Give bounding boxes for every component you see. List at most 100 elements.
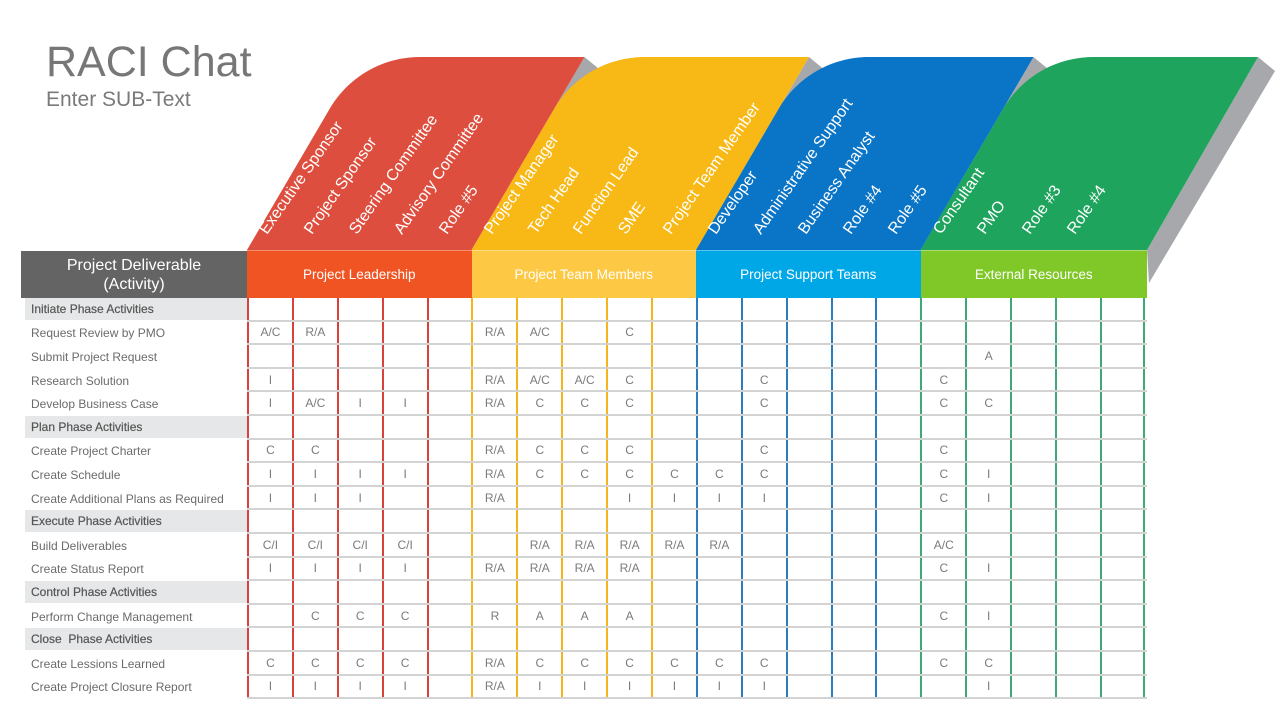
- raci-cell: A: [561, 604, 606, 627]
- raci-cell: [785, 557, 831, 580]
- role-header-label: Role #3: [1019, 182, 1066, 238]
- raci-cell: [426, 321, 472, 344]
- raci-cell: [471, 415, 516, 438]
- raci-cell: [830, 651, 876, 674]
- raci-cell: I: [291, 486, 337, 509]
- raci-cell: [920, 415, 965, 438]
- phase-row: [247, 510, 1147, 534]
- raci-cell: [785, 463, 831, 485]
- raci-cell: [1010, 486, 1055, 509]
- raci-cell: I: [247, 486, 292, 509]
- raci-cell: R/A: [695, 533, 741, 556]
- raci-cell: C: [740, 651, 786, 674]
- role-header-shapes: [247, 57, 1275, 283]
- raci-cell: [381, 345, 427, 367]
- phase-row-label: Control Phase Activities: [25, 581, 247, 605]
- raci-cell: C: [561, 392, 606, 414]
- team-header-shape: [471, 57, 809, 250]
- raci-cell: [1010, 675, 1055, 698]
- raci-cell: [965, 368, 1010, 391]
- raci-cell: [291, 581, 337, 603]
- raci-cell: [336, 298, 382, 320]
- raci-cell: [875, 392, 920, 414]
- raci-cell: C/I: [381, 533, 427, 556]
- raci-cell: [920, 298, 965, 320]
- raci-cell: I: [247, 392, 292, 414]
- raci-cell: [1055, 439, 1100, 462]
- raci-cell: [920, 628, 965, 650]
- raci-cell: [606, 628, 651, 650]
- table-row: C/I C/I C/I C/I R/A R/A R/A R/A R/A A/C: [247, 533, 1147, 558]
- raci-cell: [426, 628, 472, 650]
- raci-cell: [247, 415, 292, 438]
- raci-cell: [516, 581, 561, 603]
- raci-cell: [875, 439, 920, 462]
- raci-cell: C: [920, 557, 965, 580]
- raci-grid: A/C R/A R/A A/C C A I R/A A/C A/C C C C I A/C I I R/A C C C C…: [247, 298, 1147, 700]
- raci-cell: A/C: [247, 321, 292, 344]
- raci-cell: [1010, 298, 1055, 320]
- raci-cell: [740, 628, 786, 650]
- raci-cell: [830, 510, 876, 532]
- raci-cell: [1099, 533, 1145, 556]
- raci-cell: I: [740, 486, 786, 509]
- phase-row-label: Plan Phase Activities: [25, 415, 247, 440]
- raci-cell: R/A: [471, 463, 516, 485]
- raci-cell: [426, 345, 472, 367]
- raci-cell: [336, 321, 382, 344]
- raci-cell: [1010, 557, 1055, 580]
- raci-cell: [875, 298, 920, 320]
- raci-cell: I: [247, 557, 292, 580]
- raci-cell: I: [381, 463, 427, 485]
- raci-cell: [336, 415, 382, 438]
- activity-row-label: Create Status Report: [31, 562, 144, 577]
- slide-subtitle: Enter SUB-Text: [46, 88, 191, 111]
- raci-cell: [606, 581, 651, 603]
- raci-cell: [606, 510, 651, 532]
- raci-cell: [651, 415, 696, 438]
- raci-cell: I: [291, 557, 337, 580]
- raci-cell: [1010, 651, 1055, 674]
- raci-cell: R/A: [561, 533, 606, 556]
- raci-cell: [695, 415, 741, 438]
- raci-cell: [651, 604, 696, 627]
- raci-cell: C: [920, 368, 965, 391]
- raci-cell: C: [606, 651, 651, 674]
- activity-row-label: Request Review by PMO: [31, 326, 166, 341]
- deliverable-column-header: Project Deliverable (Activity): [21, 251, 247, 298]
- raci-cell: I: [381, 392, 427, 414]
- raci-cell: [336, 628, 382, 650]
- leadership-header-shape: [247, 57, 585, 250]
- raci-cell: A/C: [561, 368, 606, 391]
- raci-cell: [1010, 463, 1055, 485]
- raci-cell: [740, 533, 786, 556]
- group-band-label: External Resources: [974, 267, 1093, 282]
- raci-cell: C: [740, 439, 786, 462]
- raci-cell: [740, 321, 786, 344]
- activity-row-label: Create Project Charter: [31, 444, 152, 459]
- phase-row-label: Close Phase Activities: [25, 628, 247, 652]
- raci-cell: [875, 604, 920, 627]
- raci-cell: I: [516, 675, 561, 698]
- raci-cell: C: [561, 463, 606, 485]
- raci-cell: I: [965, 604, 1010, 627]
- raci-cell: I: [336, 557, 382, 580]
- raci-cell: [785, 368, 831, 391]
- raci-cell: [875, 510, 920, 532]
- raci-cell: [785, 510, 831, 532]
- raci-cell: [1099, 628, 1145, 650]
- raci-cell: [1099, 392, 1145, 414]
- raci-cell: [381, 321, 427, 344]
- raci-cell: [426, 675, 472, 698]
- raci-cell: [651, 557, 696, 580]
- raci-cell: [785, 675, 831, 698]
- raci-cell: [426, 557, 472, 580]
- raci-cell: [561, 321, 606, 344]
- raci-cell: R/A: [471, 321, 516, 344]
- group-band-project-team-members: Project Team Members: [471, 250, 696, 298]
- raci-cell: I: [336, 675, 382, 698]
- external-header-shape: [920, 57, 1258, 250]
- raci-cell: [740, 510, 786, 532]
- raci-cell: R/A: [561, 557, 606, 580]
- raci-cell: C: [291, 651, 337, 674]
